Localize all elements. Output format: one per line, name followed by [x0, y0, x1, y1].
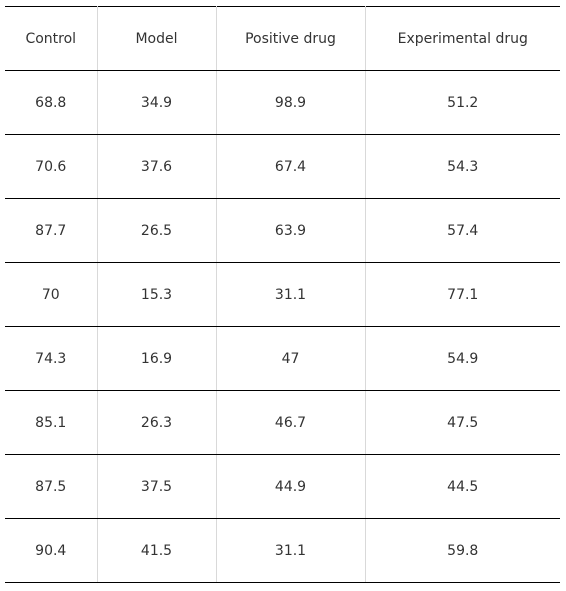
table-cell: 15.3 [96, 262, 217, 327]
table-cell: 63.9 [215, 198, 366, 263]
table-row: 74.3 16.9 47 54.9 [5, 326, 560, 391]
table-row: 87.7 26.5 63.9 57.4 [5, 198, 560, 263]
column-header-experimental-drug: Experimental drug [364, 6, 560, 71]
table-cell: 41.5 [96, 518, 217, 583]
table-cell: 26.5 [96, 198, 217, 263]
table-cell: 98.9 [215, 70, 366, 135]
table-cell: 26.3 [96, 390, 217, 455]
table-cell: 77.1 [364, 262, 560, 327]
table-row: 85.1 26.3 46.7 47.5 [5, 390, 560, 455]
table-cell: 16.9 [96, 326, 217, 391]
table-cell: 46.7 [215, 390, 366, 455]
table-cell: 47.5 [364, 390, 560, 455]
table-cell: 90.4 [5, 518, 98, 583]
table-row: 70 15.3 31.1 77.1 [5, 262, 560, 327]
table-row: 87.5 37.5 44.9 44.5 [5, 454, 560, 519]
table-row: 70.6 37.6 67.4 54.3 [5, 134, 560, 199]
table-row: 90.4 41.5 31.1 59.8 [5, 518, 560, 583]
column-header-positive-drug: Positive drug [215, 6, 366, 71]
table-cell: 54.3 [364, 134, 560, 199]
column-header-control: Control [5, 6, 98, 71]
table-cell: 31.1 [215, 518, 366, 583]
table-cell: 37.5 [96, 454, 217, 519]
table-cell: 70.6 [5, 134, 98, 199]
table-cell: 87.5 [5, 454, 98, 519]
table-cell: 67.4 [215, 134, 366, 199]
table-cell: 44.9 [215, 454, 366, 519]
table-cell: 47 [215, 326, 366, 391]
table-cell: 54.9 [364, 326, 560, 391]
table-cell: 34.9 [96, 70, 217, 135]
table-cell: 70 [5, 262, 98, 327]
table-row: 68.8 34.9 98.9 51.2 [5, 70, 560, 135]
table-cell: 59.8 [364, 518, 560, 583]
table-cell: 74.3 [5, 326, 98, 391]
table-cell: 87.7 [5, 198, 98, 263]
table-cell: 51.2 [364, 70, 560, 135]
table-cell: 44.5 [364, 454, 560, 519]
data-table: Control Model Positive drug Experimental… [5, 6, 560, 583]
table-cell: 31.1 [215, 262, 366, 327]
table-cell: 85.1 [5, 390, 98, 455]
table-cell: 68.8 [5, 70, 98, 135]
table-cell: 37.6 [96, 134, 217, 199]
table-cell: 57.4 [364, 198, 560, 263]
column-header-model: Model [96, 6, 217, 71]
header-row: Control Model Positive drug Experimental… [5, 6, 560, 71]
